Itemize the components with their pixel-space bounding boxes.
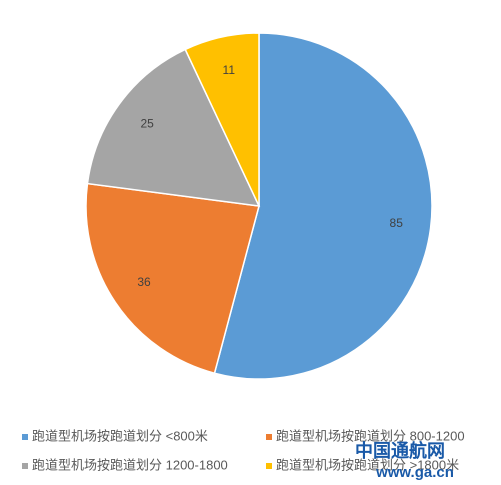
legend-label: 跑道型机场按跑道划分 >1800米	[276, 457, 459, 472]
pie-slice	[85, 182, 260, 375]
legend-label: 跑道型机场按跑道划分 1200-1800	[32, 457, 228, 472]
data-label: 36	[137, 275, 151, 289]
pie-slice	[184, 32, 260, 207]
pie-slice	[213, 32, 433, 380]
legend-label: 跑道型机场按跑道划分 <800米	[32, 428, 208, 443]
pie: 85 36 25 11	[85, 32, 433, 380]
data-label: 11	[223, 63, 236, 77]
legend-swatch	[266, 434, 272, 440]
legend-swatch	[22, 463, 28, 469]
data-label: 25	[141, 117, 155, 131]
legend-swatch	[266, 463, 272, 469]
watermark-title: 中国通航网	[355, 440, 445, 461]
watermark-url: www.ga.cn	[375, 464, 454, 481]
legend-swatch	[22, 434, 28, 440]
legend: 跑道型机场按跑道划分 <800米 跑道型机场按跑道划分 800-1200 跑道型机场…	[22, 428, 465, 472]
data-label: 85	[390, 216, 404, 230]
legend-label: 跑道型机场按跑道划分 800-1200	[276, 428, 465, 443]
pie-slice	[86, 48, 261, 207]
watermark: 中国通航网 www.ga.cn	[355, 440, 454, 481]
